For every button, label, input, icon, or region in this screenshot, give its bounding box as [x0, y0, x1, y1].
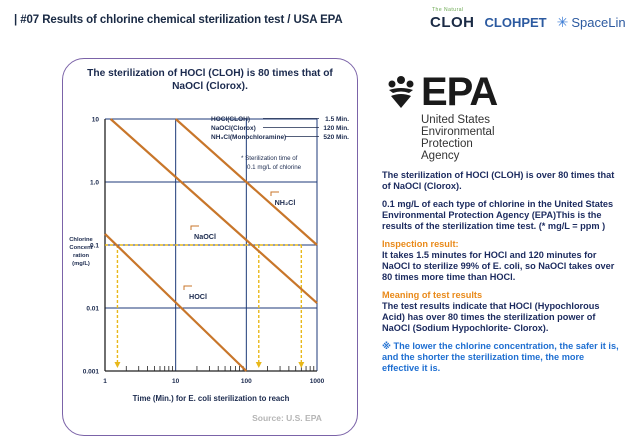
clohpet-logo: CLOHPET: [484, 15, 547, 30]
legend-label: HOCl(CLOH): [211, 116, 250, 123]
y-axis-label: ration: [73, 253, 90, 259]
y-tick-label: 0.01: [86, 306, 99, 313]
x-tick-label: 1: [103, 378, 107, 385]
partner-logos: The Natural CLOH CLOHPET ✳ SpaceLin: [430, 7, 626, 31]
meaning-text: The test results indicate that HOCl (Hyp…: [382, 301, 600, 333]
epa-flower-icon: [388, 76, 414, 108]
spacelin-star-icon: ✳: [556, 14, 569, 30]
reference-arrow-icon: [298, 362, 305, 368]
chart-title: The sterilization of HOCl (CLOH) is 80 t…: [87, 68, 333, 92]
reference-arrow-icon: [255, 362, 262, 368]
y-tick-label: 10: [92, 117, 100, 124]
x-tick-label: 100: [241, 378, 252, 385]
cloh-logo-text: CLOH: [430, 14, 475, 31]
x-tick-label: 1000: [310, 378, 325, 385]
epa-logo: EPA United States Environmental Protecti…: [385, 70, 498, 162]
sterilization-note: * Sterilization time of: [241, 155, 298, 162]
y-tick-label: 0.1: [90, 243, 99, 250]
epa-agency-name: United States Environmental Protection A…: [421, 114, 497, 162]
cloh-tagline: The Natural: [432, 7, 464, 13]
inspection-result: Inspection result: It takes 1.5 minutes …: [382, 239, 622, 283]
x-tick-label: 10: [172, 378, 180, 385]
inspection-heading: Inspection result:: [382, 239, 459, 249]
epa-agency-line: Environmental Protection: [421, 126, 495, 150]
legend-label: NH₃Cl(Monochloramine): [211, 134, 286, 141]
series-line-naocl: [109, 118, 318, 304]
spacelin-logo-text: SpaceLin: [571, 15, 626, 30]
meaning-heading: Meaning of test results: [382, 290, 483, 300]
series-label-bracket: [190, 225, 199, 230]
epa-agency-line: United States: [421, 114, 491, 126]
legend-value: 520 Min.: [323, 134, 349, 141]
series-label-naocl: NaOCl: [194, 232, 216, 241]
chart-panel: The sterilization of HOCl (CLOH) is 80 t…: [62, 58, 358, 436]
reference-arrow-icon: [114, 362, 121, 368]
info-summary: The sterilization of HOCl (CLOH) is over…: [382, 170, 615, 191]
y-axis-label: Chlorine: [69, 237, 93, 243]
info-text: The sterilization of HOCl (CLOH) is over…: [382, 170, 622, 381]
epa-wordmark: EPA: [421, 70, 498, 114]
sterilization-chart: 0.001 0.01 0.1 1.0 10 1 10 100 1000 HOCl NaOCl NH₂C…: [69, 116, 349, 423]
legend-value: 120 Min.: [323, 125, 349, 132]
x-axis-label: Time (Min.) for E. coli sterilization to…: [133, 394, 290, 403]
series-line-hocl: [104, 233, 248, 372]
series-line-nhcl: [174, 118, 318, 246]
header-title: | #07 Results of chlorine chemical steri…: [14, 14, 343, 26]
sterilization-note: 0.1 mg/L of chlorine: [247, 164, 302, 171]
legend-value: 1.5 Min.: [325, 116, 349, 123]
series-label-bracket: [183, 285, 192, 290]
series-label-hocl: HOCl: [189, 292, 207, 301]
epa-agency-line: Agency: [421, 150, 460, 162]
chart-source: Source: U.S. EPA: [252, 413, 322, 423]
inspection-text: It takes 1.5 minutes for HOCl and 120 mi…: [382, 250, 615, 282]
series-label-nh2cl: NH₂Cl: [275, 198, 296, 207]
concentration-note: ※ The lower the chlorine concentration, …: [382, 341, 619, 373]
cloh-logo: The Natural CLOH: [430, 7, 475, 31]
spacelin-logo: ✳ SpaceLin: [557, 14, 626, 31]
meaning-of-results: Meaning of test results The test results…: [382, 290, 622, 334]
y-axis-label: Concent: [69, 245, 92, 251]
series-label-bracket: [270, 191, 279, 196]
info-test-description: 0.1 mg/L of each type of chlorine in the…: [382, 199, 614, 231]
y-tick-label: 1.0: [90, 180, 99, 187]
y-axis-label: (mg/L): [72, 261, 90, 267]
legend-label: NaOCl(Clorox): [211, 125, 256, 132]
y-tick-label: 0.001: [83, 369, 100, 376]
